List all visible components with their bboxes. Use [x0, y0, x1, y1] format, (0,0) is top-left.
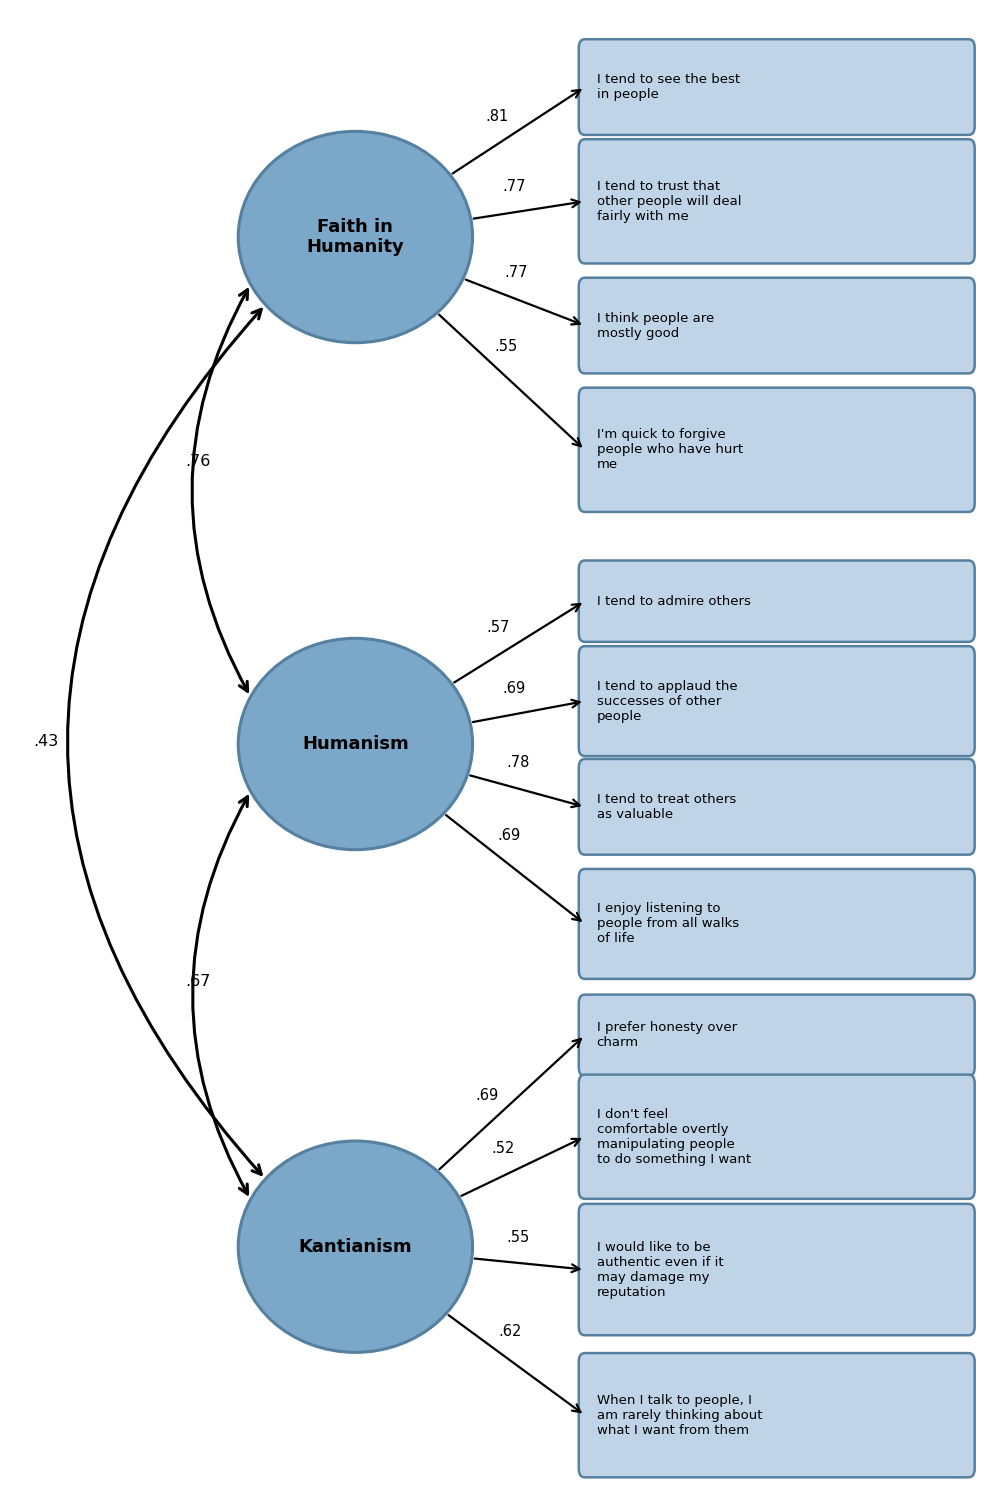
Text: .81: .81 [485, 109, 508, 124]
FancyBboxPatch shape [579, 278, 975, 373]
Text: .55: .55 [494, 339, 518, 354]
Text: I enjoy listening to
people from all walks
of life: I enjoy listening to people from all wal… [597, 902, 739, 945]
FancyBboxPatch shape [579, 994, 975, 1076]
FancyArrowPatch shape [68, 310, 261, 1174]
Text: Humanism: Humanism [302, 735, 409, 753]
Ellipse shape [238, 1141, 473, 1353]
FancyArrowPatch shape [192, 290, 248, 692]
Text: I think people are
mostly good: I think people are mostly good [597, 311, 714, 339]
Text: .55: .55 [507, 1229, 530, 1244]
FancyBboxPatch shape [579, 140, 975, 263]
Text: .67: .67 [186, 973, 211, 988]
Text: I tend to applaud the
successes of other
people: I tend to applaud the successes of other… [597, 680, 737, 723]
Text: .62: .62 [498, 1324, 522, 1339]
FancyBboxPatch shape [579, 759, 975, 854]
FancyBboxPatch shape [579, 646, 975, 756]
FancyBboxPatch shape [579, 388, 975, 512]
Text: .78: .78 [506, 754, 529, 769]
Text: .52: .52 [492, 1141, 515, 1156]
Text: I tend to admire others: I tend to admire others [597, 595, 751, 607]
Text: .77: .77 [503, 179, 526, 193]
FancyArrowPatch shape [193, 796, 248, 1193]
Text: Faith in
Humanity: Faith in Humanity [307, 217, 404, 256]
Text: .69: .69 [502, 682, 525, 696]
FancyBboxPatch shape [579, 39, 975, 135]
FancyBboxPatch shape [579, 869, 975, 979]
Text: When I talk to people, I
am rarely thinking about
what I want from them: When I talk to people, I am rarely think… [597, 1394, 762, 1437]
Text: I tend to trust that
other people will deal
fairly with me: I tend to trust that other people will d… [597, 180, 741, 223]
Text: .69: .69 [475, 1088, 498, 1103]
Ellipse shape [238, 131, 473, 342]
Text: I prefer honesty over
charm: I prefer honesty over charm [597, 1021, 737, 1049]
Text: I tend to see the best
in people: I tend to see the best in people [597, 73, 740, 101]
FancyBboxPatch shape [579, 561, 975, 641]
FancyBboxPatch shape [579, 1074, 975, 1199]
Text: .43: .43 [34, 735, 59, 750]
Text: I'm quick to forgive
people who have hurt
me: I'm quick to forgive people who have hur… [597, 429, 743, 472]
Text: .76: .76 [186, 454, 211, 469]
Text: .69: .69 [497, 827, 520, 842]
FancyBboxPatch shape [579, 1204, 975, 1335]
Ellipse shape [238, 638, 473, 850]
Text: .57: .57 [486, 620, 510, 635]
Text: .77: .77 [505, 265, 528, 280]
Text: Kantianism: Kantianism [299, 1238, 412, 1256]
Text: I would like to be
authentic even if it
may damage my
reputation: I would like to be authentic even if it … [597, 1241, 723, 1299]
Text: I don't feel
comfortable overtly
manipulating people
to do something I want: I don't feel comfortable overtly manipul… [597, 1107, 751, 1165]
Text: I tend to treat others
as valuable: I tend to treat others as valuable [597, 793, 736, 821]
FancyBboxPatch shape [579, 1353, 975, 1478]
